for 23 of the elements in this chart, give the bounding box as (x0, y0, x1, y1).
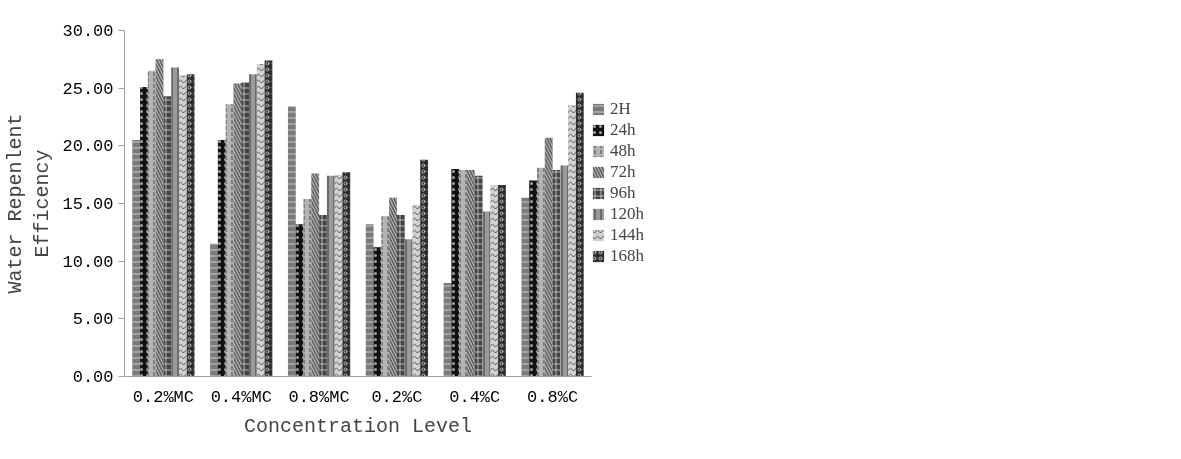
x-tick-label: 0.4%C (449, 387, 501, 407)
y-tick-label: 15.00 (62, 195, 114, 214)
x-tick-label: 0.2%C (371, 387, 423, 407)
x-axis-title: Concentration Level (243, 414, 473, 438)
y-tick-label: 30.00 (62, 22, 114, 41)
x-tick-label: 0.8%MC (288, 387, 350, 407)
legend-label: 48h (610, 141, 636, 161)
legend-label: 96h (610, 183, 636, 203)
x-tick-label: 0.2%MC (132, 387, 195, 407)
y-axis-title: Water Repenlent Efficency (3, 113, 55, 294)
y-tick-label: 25.00 (62, 79, 114, 99)
y-tick-label: 20.00 (62, 137, 114, 157)
legend-label: 144h (610, 225, 644, 245)
x-tick-label: 0.4%MC (210, 387, 272, 407)
legend-label: 24h (610, 120, 636, 140)
y-tick-label: 10.00 (62, 252, 114, 272)
legend-label: 168h (610, 246, 644, 266)
x-tick-label: 0.8%C (527, 387, 579, 407)
y-tick-label: 5.00 (72, 310, 114, 330)
y-tick-label: 0.00 (72, 368, 114, 387)
legend-label: 2H (610, 99, 631, 119)
legend-label: 120h (610, 204, 644, 224)
legend-label: 72h (610, 162, 636, 182)
